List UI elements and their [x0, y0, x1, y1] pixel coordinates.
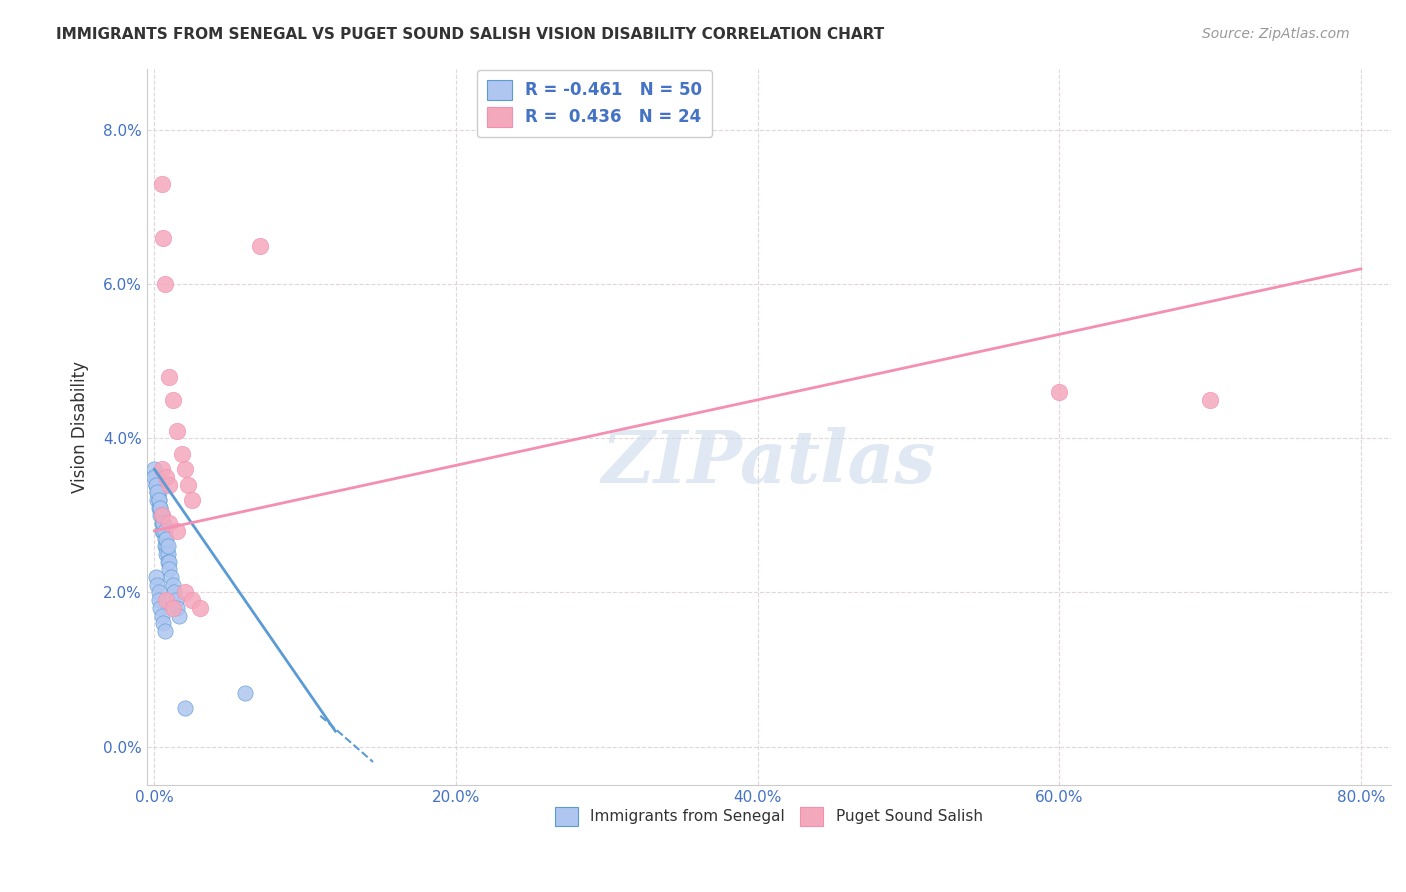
Point — [152, 524, 174, 538]
Point — [148, 585, 170, 599]
Point — [148, 485, 170, 500]
Point — [148, 500, 170, 515]
Point — [1047, 385, 1070, 400]
Point — [173, 462, 195, 476]
Point — [143, 462, 166, 476]
Point — [159, 477, 181, 491]
Point — [188, 600, 211, 615]
Point — [153, 532, 176, 546]
Y-axis label: Vision Disability: Vision Disability — [72, 360, 89, 492]
Point — [148, 593, 170, 607]
Point — [153, 277, 176, 292]
Point — [153, 624, 176, 638]
Point — [150, 508, 173, 523]
Point — [155, 593, 177, 607]
Point — [146, 477, 169, 491]
Point — [159, 555, 181, 569]
Point — [150, 508, 173, 523]
Point — [173, 701, 195, 715]
Point — [150, 462, 173, 476]
Point — [149, 508, 172, 523]
Point — [181, 493, 204, 508]
Point — [249, 238, 271, 252]
Point — [155, 539, 177, 553]
Point — [145, 470, 167, 484]
Point — [173, 585, 195, 599]
Point — [150, 524, 173, 538]
Point — [153, 539, 176, 553]
Point — [149, 500, 172, 515]
Legend: Immigrants from Senegal, Puget Sound Salish: Immigrants from Senegal, Puget Sound Sal… — [546, 797, 991, 835]
Point — [153, 524, 176, 538]
Point — [159, 369, 181, 384]
Point — [159, 562, 181, 576]
Point — [159, 516, 181, 530]
Point — [150, 608, 173, 623]
Point — [162, 578, 184, 592]
Text: Source: ZipAtlas.com: Source: ZipAtlas.com — [1202, 27, 1350, 41]
Point — [150, 508, 173, 523]
Point — [145, 477, 167, 491]
Point — [162, 600, 184, 615]
Point — [145, 570, 167, 584]
Point — [166, 424, 188, 438]
Point — [163, 585, 186, 599]
Point — [176, 477, 198, 491]
Text: ZIPatlas: ZIPatlas — [602, 427, 936, 498]
Point — [156, 539, 179, 553]
Point — [162, 392, 184, 407]
Point — [170, 447, 193, 461]
Point — [160, 570, 183, 584]
Point — [156, 547, 179, 561]
Point — [146, 493, 169, 508]
Point — [149, 600, 172, 615]
Point — [152, 616, 174, 631]
Point — [155, 532, 177, 546]
Point — [156, 555, 179, 569]
Point — [146, 485, 169, 500]
Point — [146, 578, 169, 592]
Point — [1199, 392, 1222, 407]
Point — [181, 593, 204, 607]
Point — [165, 593, 187, 607]
Point — [152, 516, 174, 530]
Point — [148, 493, 170, 508]
Point — [233, 685, 256, 699]
Point — [143, 470, 166, 484]
Point — [166, 524, 188, 538]
Point — [167, 608, 190, 623]
Text: IMMIGRANTS FROM SENEGAL VS PUGET SOUND SALISH VISION DISABILITY CORRELATION CHAR: IMMIGRANTS FROM SENEGAL VS PUGET SOUND S… — [56, 27, 884, 42]
Point — [166, 600, 188, 615]
Point — [146, 485, 169, 500]
Point — [152, 516, 174, 530]
Point — [150, 177, 173, 191]
Point — [148, 493, 170, 508]
Point — [150, 516, 173, 530]
Point — [155, 470, 177, 484]
Point — [155, 547, 177, 561]
Point — [152, 231, 174, 245]
Point — [145, 477, 167, 491]
Point — [149, 500, 172, 515]
